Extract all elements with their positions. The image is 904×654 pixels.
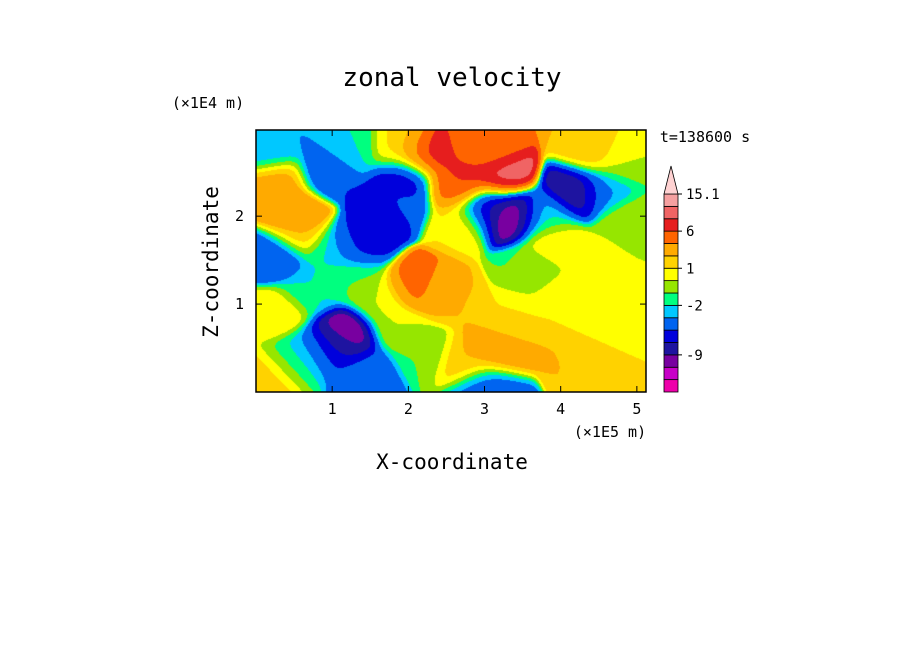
colorbar-bin [663, 329, 679, 343]
plot-area [256, 130, 646, 392]
colorbar-bin [663, 379, 679, 393]
colorbar-bin [663, 230, 679, 244]
colorbar-label: -2 [686, 298, 703, 314]
colorbar-bin [663, 280, 679, 294]
colorbar-bin [663, 342, 679, 356]
time-label: t=138600 s [660, 128, 750, 146]
x-tick-label: 5 [632, 400, 641, 418]
colorbar-bin [663, 218, 679, 232]
x-unit-label: (×1E5 m) [574, 423, 646, 441]
colorbar-bin [663, 292, 679, 306]
colorbar-bin [663, 304, 679, 319]
x-tick-label: 2 [404, 400, 413, 418]
colorbar-bin [663, 255, 679, 269]
colorbar-label: 1 [686, 261, 694, 277]
colorbar-label: -9 [686, 348, 703, 364]
colorbar-bin [663, 267, 679, 282]
y-axis-label: Z-coordinate [199, 186, 223, 338]
x-tick-label: 4 [556, 400, 565, 418]
plot-frame [255, 129, 647, 393]
colorbar-bin [663, 354, 679, 368]
x-axis: 1 2 3 4 5 [328, 130, 641, 418]
colorbar-bin [663, 243, 679, 257]
colorbar-max-arrow [663, 165, 679, 195]
y-unit-label: (×1E4 m) [172, 94, 244, 112]
y-axis: 12 [235, 207, 646, 313]
x-tick-label: 3 [480, 400, 489, 418]
x-tick-label: 1 [328, 400, 337, 418]
colorbar-label: 15.1 [686, 187, 720, 203]
colorbar-bin [663, 193, 679, 207]
colorbar-bin [663, 317, 679, 331]
chart-title: zonal velocity [342, 63, 561, 93]
colorbar-label: 6 [686, 224, 694, 240]
x-axis-label: X-coordinate [376, 450, 528, 474]
colorbar: 15.1 6 1 -2 -9 [663, 165, 720, 393]
colorbar-bin [663, 205, 679, 220]
y-tick-label: 2 [235, 207, 244, 225]
colorbar-bin [663, 366, 679, 381]
y-tick-label: 1 [235, 295, 244, 313]
velocity-contour-field [256, 130, 646, 392]
